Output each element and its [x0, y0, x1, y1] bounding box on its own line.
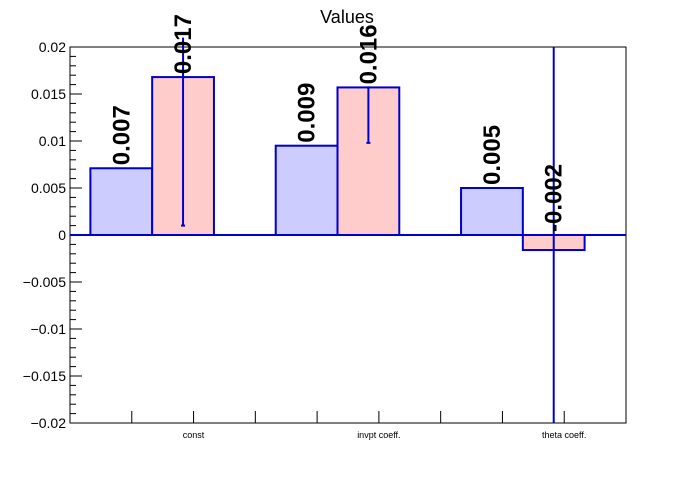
x-axis: const invpt coeff. theta coeff.	[131, 411, 627, 440]
bar	[460, 187, 524, 236]
value-labels: 0.007 0.009 0.005 0.017 0.016 -0.002	[108, 14, 567, 232]
y-tick-label: 0.005	[31, 180, 66, 196]
y-tick-label: 0.01	[39, 133, 66, 149]
y-tick-label: −0.02	[31, 415, 67, 431]
x-category-label: theta coeff.	[542, 430, 586, 440]
bar	[336, 86, 401, 236]
bar-value-label: 0.016	[355, 24, 382, 84]
x-category-label: invpt coeff.	[357, 430, 400, 440]
y-tick-label: −0.015	[23, 368, 66, 384]
bars	[89, 76, 586, 252]
y-tick-label: 0	[58, 227, 66, 243]
y-tick-label: 0.015	[31, 86, 66, 102]
bar-value-label: 0.007	[108, 105, 135, 165]
bar-value-label: 0.009	[294, 83, 321, 143]
bar-value-label: 0.005	[479, 125, 506, 185]
y-tick-label: −0.005	[23, 274, 66, 290]
bar-value-label: -0.002	[541, 164, 568, 232]
bar-value-label: 0.017	[170, 14, 197, 74]
chart-title: Values	[320, 7, 374, 27]
bar	[89, 167, 154, 236]
bar	[274, 144, 339, 236]
y-tick-label: −0.01	[31, 321, 67, 337]
y-tick-label: 0.02	[39, 39, 66, 55]
x-category-label: const	[183, 430, 205, 440]
